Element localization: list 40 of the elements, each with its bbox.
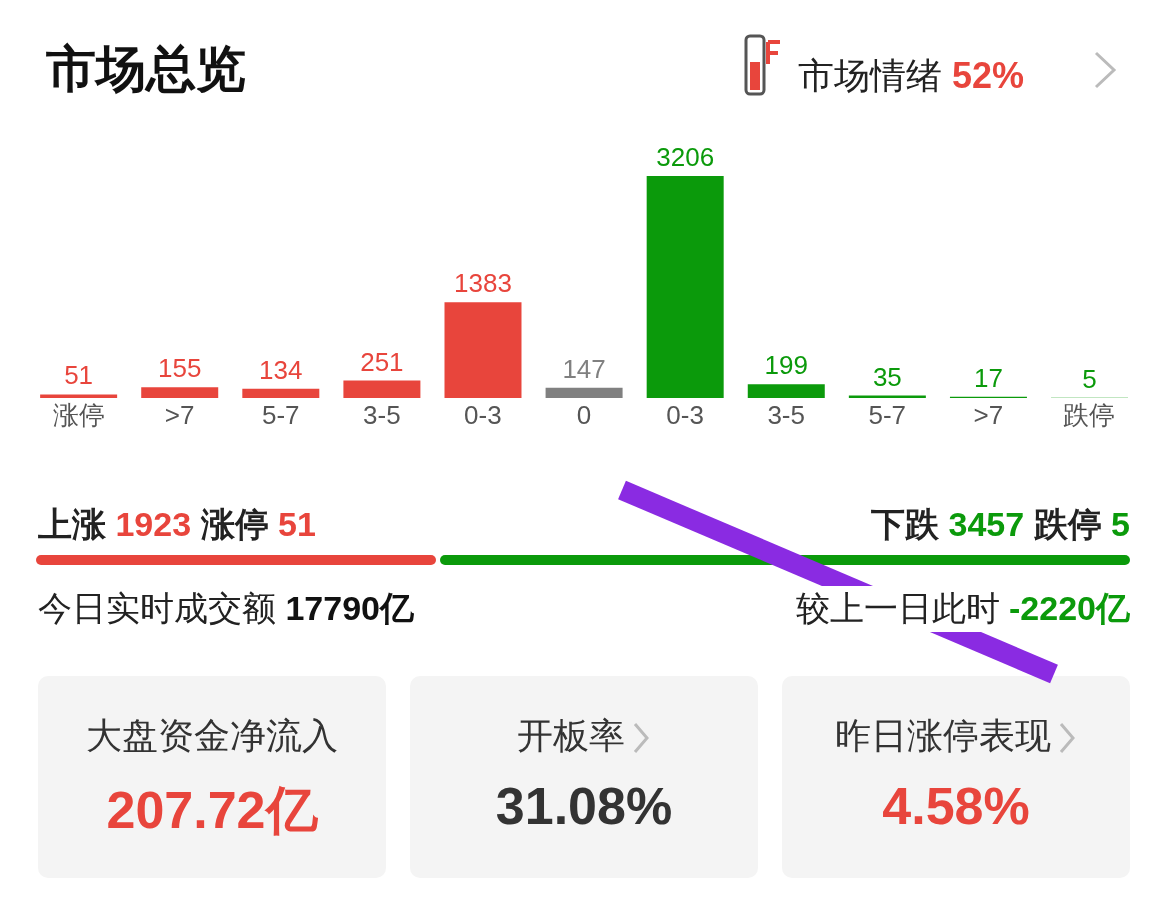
data-label: 35 bbox=[872, 361, 902, 392]
x-tick-label: 跌停 bbox=[1063, 400, 1116, 431]
bar bbox=[242, 388, 320, 398]
bar bbox=[141, 387, 219, 398]
x-tick-label: 5-7 bbox=[261, 400, 300, 431]
x-tick-label: 5-7 bbox=[868, 400, 907, 431]
text: 31.08% bbox=[494, 776, 674, 836]
x-tick-label: 3-5 bbox=[767, 400, 805, 431]
x-tick-label: >7 bbox=[164, 400, 195, 431]
x-tick-label: 涨停 bbox=[52, 400, 105, 431]
data-label: 3206 bbox=[656, 142, 715, 172]
text: 上涨 1923 涨停 51 bbox=[38, 505, 316, 543]
data-label: 199 bbox=[764, 350, 808, 381]
data-label: 147 bbox=[562, 353, 606, 384]
bar bbox=[747, 384, 825, 398]
x-tick-label: 0 bbox=[576, 400, 592, 431]
x-tick-label: 3-5 bbox=[363, 400, 401, 431]
x-tick-label: 0-3 bbox=[464, 400, 502, 431]
data-label: 155 bbox=[158, 353, 202, 384]
bar bbox=[545, 387, 623, 398]
data-label: 251 bbox=[360, 346, 404, 377]
data-label: 17 bbox=[973, 362, 1003, 393]
bar bbox=[646, 176, 724, 398]
data-label: 134 bbox=[259, 354, 303, 385]
bar bbox=[40, 394, 118, 398]
data-label: 1383 bbox=[454, 268, 512, 299]
data-label: 5 bbox=[1082, 363, 1097, 394]
text: 大盘资金净流入 bbox=[85, 714, 339, 758]
text: 市场情绪 52% bbox=[798, 55, 1025, 96]
text: 207.72亿 bbox=[105, 780, 319, 841]
bar bbox=[343, 380, 421, 398]
x-tick-label: 0-3 bbox=[666, 400, 704, 431]
chart-title: 市场总览 bbox=[46, 40, 246, 99]
x-tick-label: >7 bbox=[973, 400, 1004, 431]
text: 今日实时成交额 17790亿 bbox=[38, 589, 414, 627]
text: 开板率 bbox=[516, 714, 626, 758]
data-label: 51 bbox=[64, 360, 94, 391]
text: 4.58% bbox=[881, 776, 1031, 836]
text: 昨日涨停表现 bbox=[834, 714, 1052, 758]
bar bbox=[444, 302, 522, 398]
